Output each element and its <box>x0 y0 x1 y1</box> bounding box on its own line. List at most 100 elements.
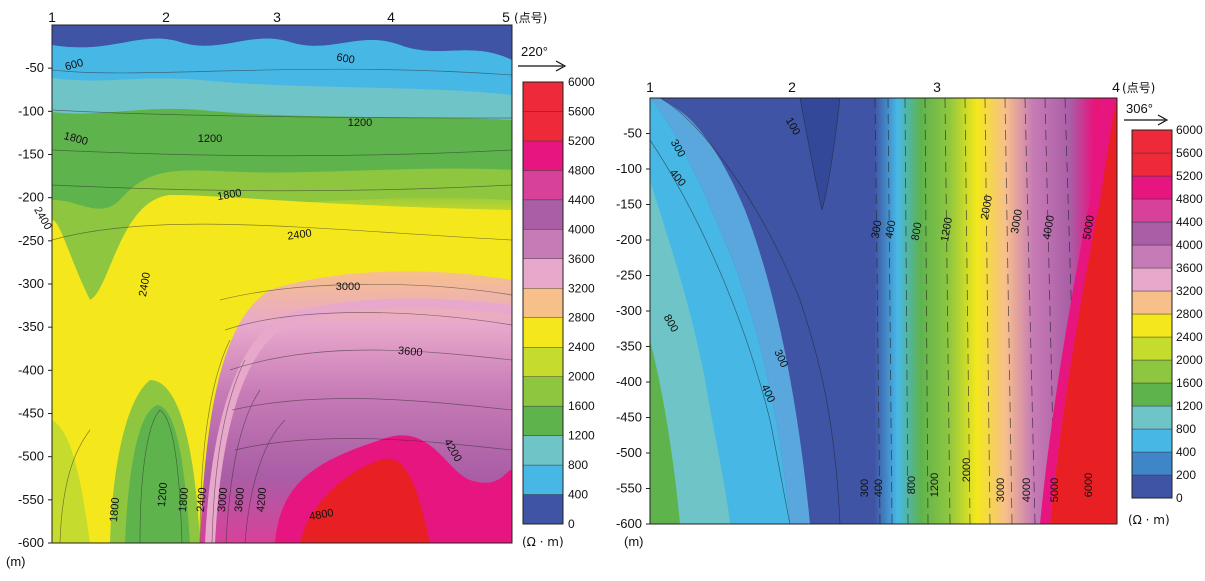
colorbar-label: 5200 <box>568 134 595 148</box>
right-point-label: (点号) <box>1122 81 1155 95</box>
colorbar-swatch <box>1131 405 1173 430</box>
contour-label: 4000 <box>1041 214 1057 240</box>
contour-label: 3000 <box>995 478 1007 502</box>
y-tick-label: -150 <box>616 197 642 212</box>
colorbar-swatch <box>522 317 564 348</box>
colorbar-label: 0 <box>568 517 575 531</box>
colorbar-label: 4000 <box>1176 238 1203 252</box>
contour-label: 4800 <box>308 507 334 523</box>
right-section-chart: 1 2 3 4 (点号) -50 -100 -150 -200 -250 -300 -350 -40… <box>616 79 1203 549</box>
contour-label: 6000 <box>1083 473 1095 497</box>
colorbar-swatch <box>1131 198 1173 223</box>
colorbar-swatch <box>1131 451 1173 476</box>
colorbar-label: 800 <box>568 458 588 472</box>
left-azimuth-arrow-icon <box>518 60 567 72</box>
contour-label: 4200 <box>255 487 269 512</box>
y-tick-label: -250 <box>18 233 44 248</box>
contour-label: 400 <box>873 479 885 497</box>
y-tick-label: -350 <box>18 319 44 334</box>
colorbar-swatch <box>1131 428 1173 453</box>
contour-label: 3600 <box>233 487 247 512</box>
colorbar-swatch <box>1131 336 1173 361</box>
contour-label: 5000 <box>1081 214 1097 240</box>
colorbar-swatch <box>522 464 564 495</box>
colorbar-swatch <box>522 111 564 142</box>
right-azimuth-label: 306° <box>1126 101 1153 116</box>
y-tick-label: -450 <box>616 410 642 425</box>
colorbar-swatch <box>522 258 564 289</box>
left-y-ticks: -50 -100 -150 -200 -250 -300 -350 -400 -450 -500 -… <box>18 60 52 550</box>
colorbar-swatch <box>522 405 564 436</box>
colorbar-label: 2400 <box>1176 330 1203 344</box>
colorbar-swatch <box>1131 152 1173 177</box>
colorbar-label: 1200 <box>1176 399 1203 413</box>
y-tick-label: -100 <box>18 103 44 118</box>
colorbar-label: 3200 <box>1176 284 1203 298</box>
left-point-label: (点号) <box>514 11 547 25</box>
colorbar-swatch <box>522 229 564 259</box>
right-y-unit: (m) <box>624 534 644 549</box>
y-tick-label: -300 <box>18 276 44 291</box>
colorbar-label: 400 <box>568 488 588 502</box>
colorbar-swatch <box>1131 129 1173 154</box>
contour-label: 3000 <box>336 281 360 293</box>
left-colorbar-unit: (Ω · m) <box>522 535 564 549</box>
contour-label: 600 <box>64 57 85 73</box>
contour-label: 2400 <box>195 487 209 512</box>
contour-label: 1800 <box>177 487 191 512</box>
colorbar-swatch <box>522 376 564 407</box>
y-tick-label: -600 <box>18 535 44 550</box>
right-colorbar: 0 200 400 800 1200 1600 2000 2400 2800 3200 3600 40… <box>1131 123 1203 505</box>
y-tick-label: -350 <box>616 339 642 354</box>
point-number: 4 <box>387 9 395 25</box>
colorbar-label: 1600 <box>1176 376 1203 390</box>
colorbar-label: 6000 <box>568 75 595 89</box>
left-contour-field <box>52 25 512 543</box>
contour-label: 1800 <box>108 497 122 522</box>
contour-label: 3600 <box>398 345 423 359</box>
colorbar-label: 400 <box>1176 445 1196 459</box>
colorbar-label: 4400 <box>1176 215 1203 229</box>
colorbar-swatch <box>1131 359 1173 384</box>
contour-label: 600 <box>335 52 355 67</box>
contour-label: 2400 <box>287 227 313 242</box>
colorbar-label: 3600 <box>568 252 595 266</box>
colorbar-swatch <box>1131 221 1173 246</box>
right-colorbar-unit: (Ω · m) <box>1128 513 1170 527</box>
point-number: 4 <box>1112 79 1120 95</box>
right-contour-field <box>650 98 1117 524</box>
left-azimuth-label: 220° <box>521 44 548 59</box>
colorbar-swatch <box>1131 267 1173 292</box>
colorbar-label: 4800 <box>1176 192 1203 206</box>
left-section-chart: 1 2 3 4 5 (点号) -50 -100 -150 -200 -250 -300 -350 -4… <box>6 9 595 569</box>
right-azimuth-arrow-icon <box>1124 114 1169 126</box>
colorbar-label: 5200 <box>1176 169 1203 183</box>
colorbar-label: 4800 <box>568 163 595 177</box>
colorbar-label: 800 <box>1176 422 1196 436</box>
y-tick-label: -400 <box>616 374 642 389</box>
y-tick-label: -250 <box>616 268 642 283</box>
contour-label: 400 <box>884 219 899 239</box>
y-tick-label: -550 <box>18 492 44 507</box>
right-point-numbers: 1 2 3 4 <box>646 79 1120 95</box>
y-tick-label: -100 <box>616 161 642 176</box>
colorbar-swatch <box>1131 474 1173 499</box>
colorbar-swatch <box>522 199 564 230</box>
contour-label: 300 <box>870 219 885 239</box>
y-tick-label: -600 <box>616 516 642 531</box>
right-y-ticks: -50 -100 -150 -200 -250 -300 -350 -400 -450 -500 -… <box>616 126 650 531</box>
colorbar-swatch <box>1131 290 1173 315</box>
colorbar-label: 3200 <box>568 281 595 295</box>
contour-label: 1200 <box>939 216 955 242</box>
y-tick-label: -400 <box>18 362 44 377</box>
contour-label: 2400 <box>31 205 54 232</box>
colorbar-swatch <box>1131 382 1173 407</box>
colorbar-swatch <box>522 288 564 318</box>
point-number: 2 <box>788 79 796 95</box>
colorbar-label: 4400 <box>568 193 595 207</box>
colorbar-label: 2800 <box>568 311 595 325</box>
y-tick-label: -550 <box>616 481 642 496</box>
contour-label: 1200 <box>156 482 170 507</box>
colorbar-label: 200 <box>1176 468 1196 482</box>
colorbar-swatch <box>522 347 564 377</box>
